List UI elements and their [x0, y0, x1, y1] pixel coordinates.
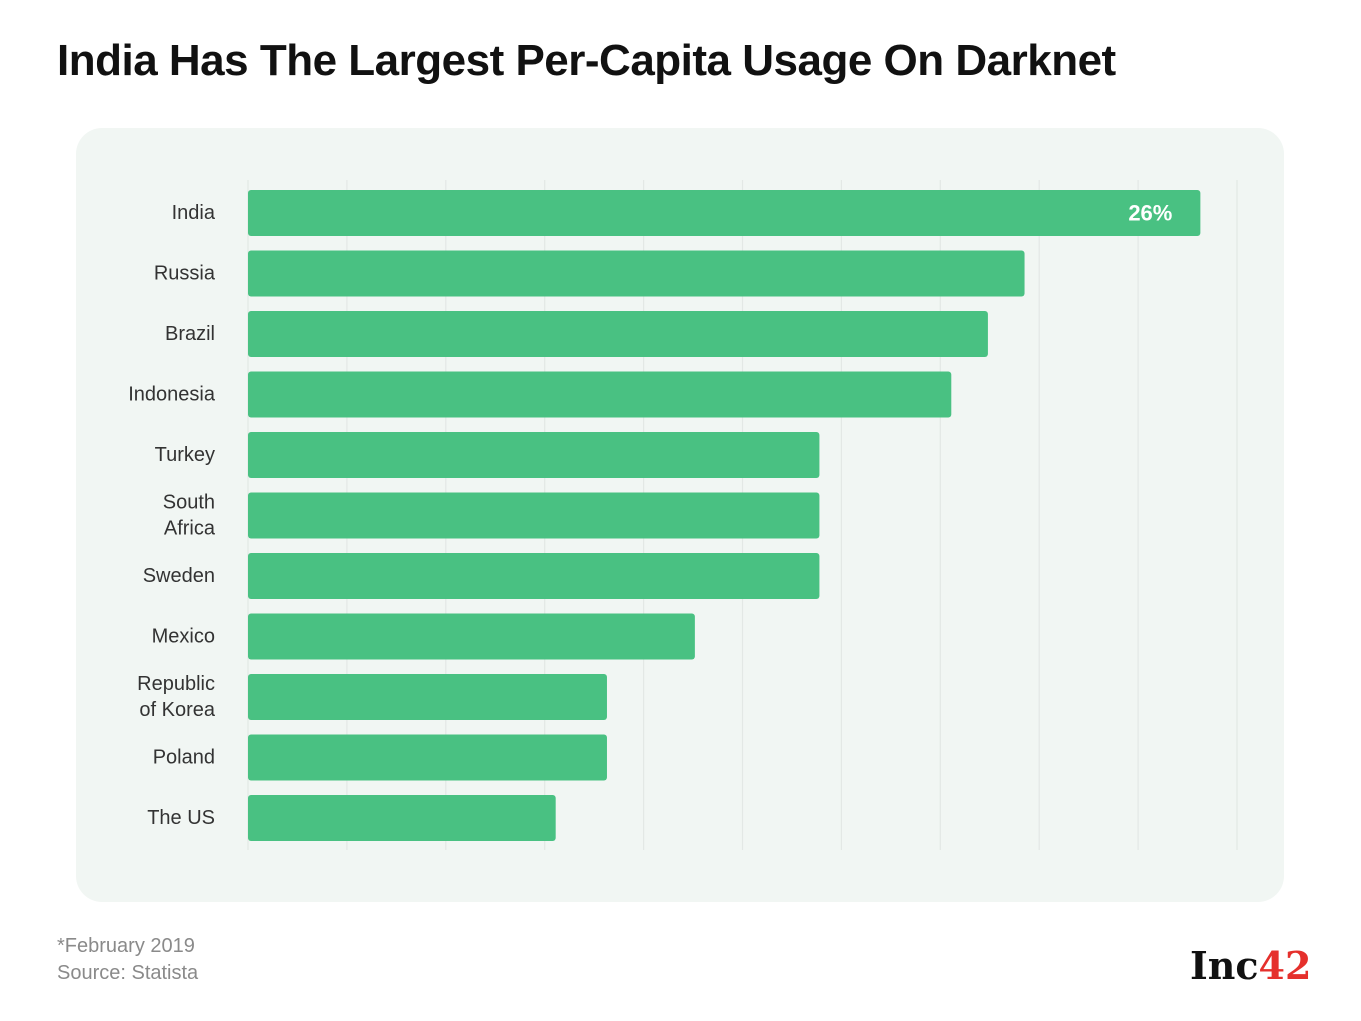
bar — [248, 311, 988, 357]
chart-title: India Has The Largest Per-Capita Usage O… — [57, 36, 1116, 85]
category-label: Republic — [137, 673, 215, 695]
category-label: Turkey — [155, 444, 215, 466]
category-label: Indonesia — [128, 384, 216, 406]
footnote-date: *February 2019 — [57, 935, 195, 957]
logo-number: 42 — [1258, 943, 1312, 988]
category-label: South — [163, 492, 215, 514]
bar — [248, 250, 1025, 297]
bar-chart: India 26% Russia Brazil Indonesia Turkey South… — [128, 180, 1238, 850]
category-label: Brazil — [165, 323, 215, 345]
category-label: Russia — [154, 263, 216, 285]
category-label: The US — [147, 807, 215, 829]
bar — [248, 371, 952, 418]
category-label: Africa — [164, 518, 216, 540]
bar — [248, 492, 820, 539]
category-label: Mexico — [152, 626, 215, 648]
bar — [248, 674, 607, 720]
category-label: Poland — [153, 747, 215, 769]
category-label: India — [172, 202, 216, 224]
logo-text: Inc — [1190, 943, 1259, 988]
bar — [248, 190, 1201, 236]
category-label: Sweden — [143, 565, 215, 587]
bar — [248, 734, 607, 781]
footnote-source: Source: Statista — [57, 962, 199, 984]
data-label: 26% — [1128, 201, 1172, 226]
bar — [248, 553, 820, 599]
bar — [248, 795, 556, 841]
inc42-logo: Inc42 — [1190, 944, 1311, 988]
bar — [248, 613, 695, 660]
category-label: of Korea — [139, 699, 215, 721]
bar — [248, 432, 820, 478]
